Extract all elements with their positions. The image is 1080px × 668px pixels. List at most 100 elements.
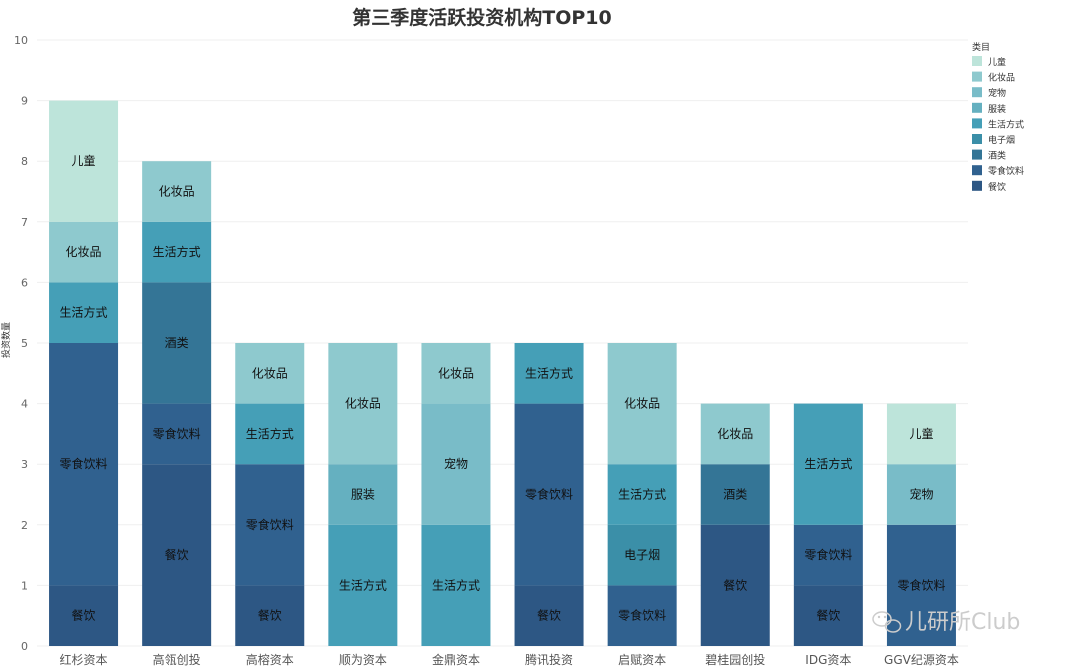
bar-segment-label: 生活方式 — [618, 487, 666, 502]
bar-segment — [421, 524, 491, 646]
bar-segment — [421, 403, 491, 525]
bar-segment — [700, 403, 770, 465]
bar-segment-label: 零食饮料 — [618, 608, 666, 623]
bar-segment — [514, 403, 584, 586]
bar-segment-label: 电子烟 — [624, 548, 660, 562]
bar-segment-label: 儿童 — [909, 426, 933, 441]
legend-swatch — [972, 149, 982, 160]
bar-segment — [328, 524, 398, 646]
y-tick-label: 7 — [21, 216, 28, 229]
bar-segment — [49, 100, 119, 222]
legend-label: 宠物 — [988, 87, 1006, 99]
bar-segment-label: 化妆品 — [159, 185, 195, 199]
x-tick-label: 金鼎资本 — [432, 652, 480, 667]
bar-segment-label: 生活方式 — [60, 305, 108, 320]
x-tick-label: 碧桂园创投 — [705, 652, 765, 667]
legend-label: 化妆品 — [988, 72, 1015, 84]
y-tick-label: 10 — [14, 34, 28, 47]
bar-segment-label: 儿童 — [72, 153, 96, 168]
x-tick-label: 高榕资本 — [246, 652, 294, 667]
bar-segment — [607, 585, 677, 646]
bar-segment — [49, 343, 119, 586]
bar-segment — [142, 403, 212, 465]
x-axis-labels: 红杉资本 高瓴创投 高榕资本 顺为资本 金鼎资本 腾讯投资 启赋资本 碧桂园创投 IDG资本 GG… — [60, 652, 959, 667]
bar-segment — [328, 343, 398, 465]
legend-label: 生活方式 — [988, 118, 1024, 130]
y-tick-label: 3 — [21, 458, 28, 471]
legend-swatch — [972, 87, 982, 98]
bar-segment-label: 化妆品 — [438, 366, 474, 380]
legend-label: 电子烟 — [988, 134, 1015, 146]
y-tick-label: 9 — [21, 95, 28, 108]
bar-segment — [328, 464, 398, 525]
bar-segment-label: 零食饮料 — [60, 456, 108, 471]
bar-segment — [793, 585, 863, 646]
bar-segment-label: 酒类 — [165, 336, 189, 350]
bar-segment — [49, 585, 119, 646]
y-tick-label: 6 — [21, 276, 28, 289]
legend-label: 零食饮料 — [988, 165, 1024, 177]
legend-label: 酒类 — [988, 150, 1006, 162]
bars-layer: 餐饮零食饮料生活方式化妆品儿童餐饮零食饮料酒类生活方式化妆品餐饮零食饮料生活方式… — [49, 100, 956, 646]
bar-segment — [235, 403, 305, 465]
bar-segment-label: 化妆品 — [66, 245, 102, 259]
bar-segment — [607, 524, 677, 586]
chart-title: 第三季度活跃投资机构TOP10 — [352, 6, 611, 29]
bar-segment — [886, 403, 956, 465]
bar-segment-label: 餐饮 — [723, 577, 747, 592]
bar-segment-label: 宠物 — [909, 487, 933, 502]
y-tick-label: 5 — [21, 337, 28, 350]
legend-swatch — [972, 102, 982, 113]
bar-segment — [49, 221, 119, 283]
bar-segment-label: 零食饮料 — [525, 487, 573, 502]
x-tick-label: GGV纪源资本 — [884, 653, 959, 667]
bar-segment — [886, 524, 956, 646]
bar-segment — [142, 161, 212, 222]
legend-title: 类目 — [972, 41, 990, 53]
bar-segment-label: 餐饮 — [537, 608, 561, 623]
bar-segment-label: 零食饮料 — [246, 517, 294, 532]
bar-segment — [421, 343, 491, 404]
bar-segment-label: 化妆品 — [345, 397, 381, 411]
x-tick-label: 红杉资本 — [60, 652, 108, 667]
bar-segment — [142, 282, 212, 404]
bar-segment — [607, 464, 677, 525]
bar-segment — [235, 343, 305, 404]
bar-segment-label: 生活方式 — [432, 577, 480, 592]
bar-segment — [514, 585, 584, 646]
bar-segment-label: 零食饮料 — [153, 426, 201, 441]
bar-segment-label: 餐饮 — [72, 608, 96, 623]
bar-segment-label: 酒类 — [723, 488, 747, 502]
legend-label: 餐饮 — [988, 181, 1006, 193]
x-tick-label: 高瓴创投 — [153, 652, 201, 667]
bar-segment-label: 生活方式 — [153, 244, 201, 259]
y-tick-label: 4 — [21, 398, 28, 411]
legend-swatch — [972, 134, 982, 144]
y-tick-label: 0 — [21, 640, 28, 653]
bar-segment — [793, 403, 863, 525]
bar-segment — [142, 464, 212, 646]
x-tick-label: 启赋资本 — [618, 653, 666, 667]
bar-segment-label: 生活方式 — [804, 456, 852, 471]
bar-segment — [514, 343, 584, 404]
bar-segment — [142, 221, 212, 283]
bar-segment-label: 生活方式 — [246, 426, 294, 441]
bar-segment — [235, 585, 305, 646]
y-axis-label: 投资数量 — [0, 322, 12, 358]
bar-segment — [49, 282, 119, 343]
bar-segment-label: 生活方式 — [339, 577, 387, 592]
watermark: 儿研所Club — [872, 610, 1020, 635]
legend-swatch — [972, 165, 982, 176]
bar-segment-label: 宠物 — [444, 456, 468, 471]
legend-swatch — [972, 71, 982, 82]
bar-segment-label: 化妆品 — [252, 366, 288, 380]
bar-segment-label: 餐饮 — [258, 608, 282, 623]
bar-segment — [886, 464, 956, 525]
watermark-text: 儿研所Club — [905, 610, 1020, 635]
bar-segment-label: 餐饮 — [816, 608, 840, 623]
bar-segment — [793, 524, 863, 586]
y-axis-ticks: 0 1 2 3 4 5 6 7 8 9 10 — [14, 34, 28, 653]
x-tick-label: 腾讯投资 — [525, 652, 573, 667]
